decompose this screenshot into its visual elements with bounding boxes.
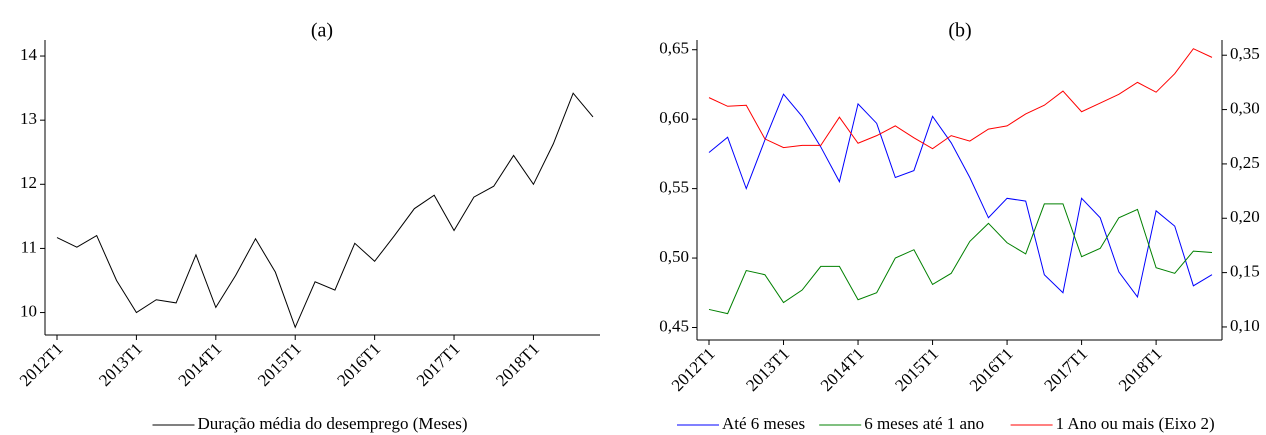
legend: Até 6 meses 6 meses até 1 ano 1 Ano ou mai… xyxy=(677,414,1215,433)
series-line xyxy=(708,48,1213,150)
y-tick-label: 12 xyxy=(20,173,37,192)
x-tick-label: 2012T1 xyxy=(16,339,67,390)
x-tick-label: 2015T1 xyxy=(254,339,305,390)
x-tick-label: 2015T1 xyxy=(891,344,942,395)
legend: Duração média do desemprego (Meses) xyxy=(152,414,468,433)
y-tick-label: 13 xyxy=(20,109,37,128)
series-line xyxy=(56,92,594,329)
y-tick-label: 0,50 xyxy=(659,247,689,266)
y2-tick-label: 0,15 xyxy=(1230,262,1260,281)
y-tick-label: 0,55 xyxy=(659,178,689,197)
y-tick-label: 0,45 xyxy=(659,316,689,335)
legend-label: Até 6 meses xyxy=(722,414,805,433)
series-line xyxy=(708,93,1213,299)
chart-title: (b) xyxy=(948,20,971,42)
legend-label: 1 Ano ou mais (Eixo 2) xyxy=(1056,414,1215,433)
legend-label: 6 meses até 1 ano xyxy=(864,414,984,433)
x-tick-label: 2018T1 xyxy=(1115,344,1166,395)
series-line xyxy=(708,203,1213,315)
x-tick-label: 2018T1 xyxy=(492,339,543,390)
y2-tick-label: 0,25 xyxy=(1230,153,1260,172)
y-tick-label: 0,60 xyxy=(659,108,689,127)
y2-tick-label: 0,10 xyxy=(1230,316,1260,335)
chart-title: (a) xyxy=(311,20,333,42)
x-tick-label: 2016T1 xyxy=(966,344,1017,395)
y-tick-label: 10 xyxy=(20,301,37,320)
x-tick-label: 2017T1 xyxy=(413,339,464,390)
y-tick-label: 14 xyxy=(20,45,38,64)
x-tick-label: 2016T1 xyxy=(333,339,384,390)
y2-tick-label: 0,30 xyxy=(1230,98,1260,117)
x-tick-label: 2014T1 xyxy=(175,339,226,390)
legend-label: Duração média do desemprego (Meses) xyxy=(198,414,468,433)
y-tick-label: 0,65 xyxy=(659,39,689,58)
x-tick-label: 2013T1 xyxy=(95,339,146,390)
x-tick-label: 2014T1 xyxy=(817,344,868,395)
y-tick-label: 11 xyxy=(21,237,37,256)
y2-tick-label: 0,35 xyxy=(1230,44,1260,63)
y2-tick-label: 0,20 xyxy=(1230,207,1260,226)
x-tick-label: 2017T1 xyxy=(1040,344,1091,395)
x-tick-label: 2013T1 xyxy=(742,344,793,395)
x-tick-label: 2012T1 xyxy=(668,344,719,395)
